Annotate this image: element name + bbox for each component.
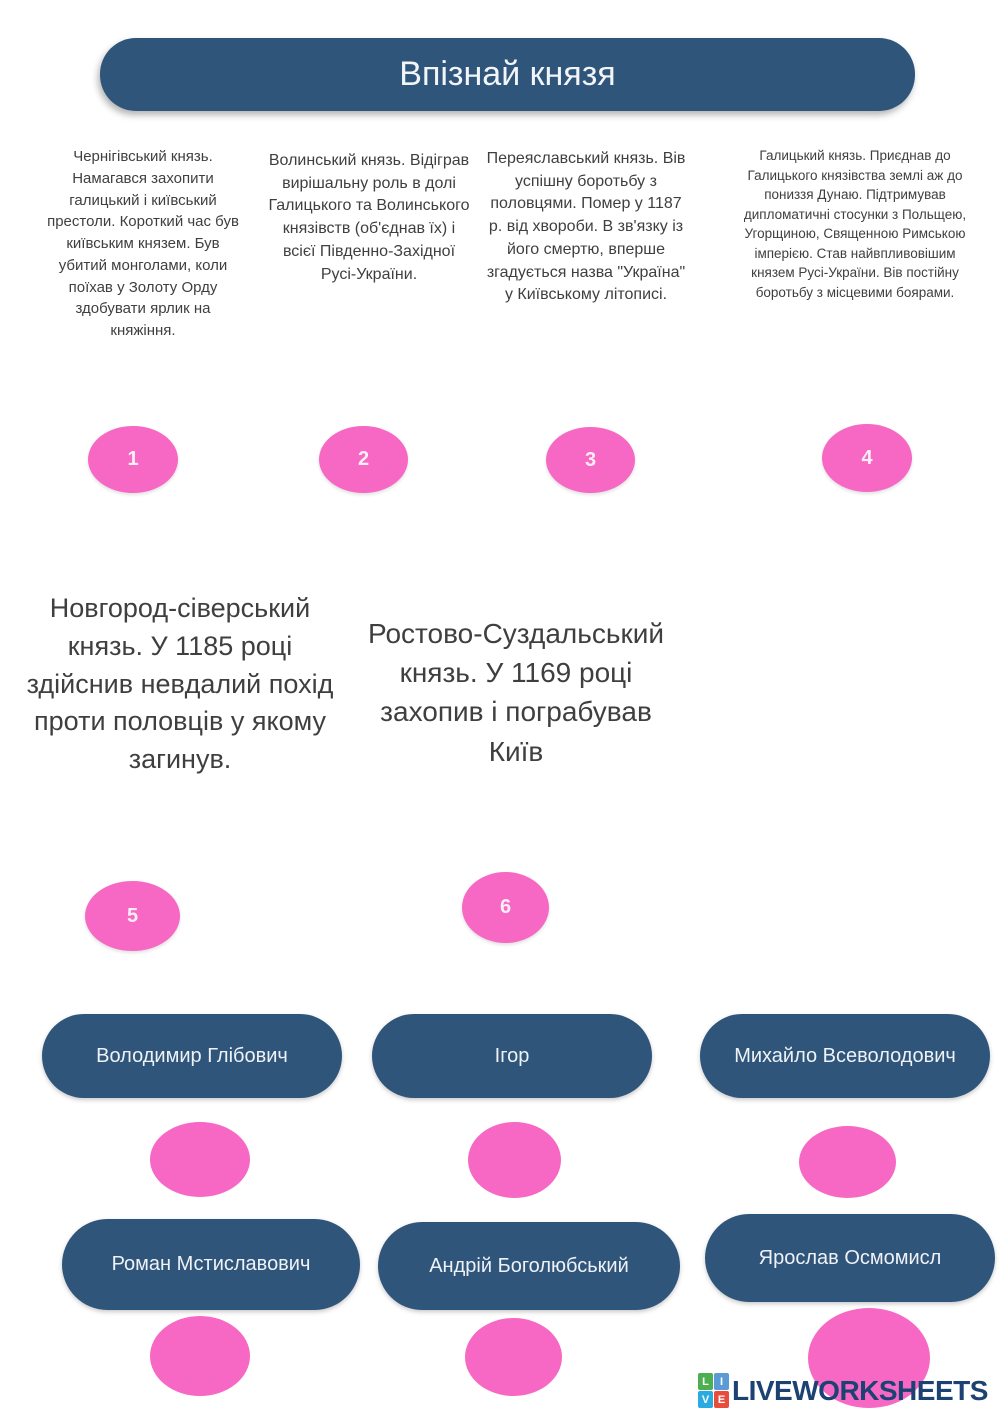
name-option-roman-mstyslavovych-label: Роман Мстиславович [111,1253,311,1275]
logo-letter-e: E [714,1391,729,1408]
liveworksheets-wordmark: LIVEWORKSHEETS [732,1374,988,1406]
number-token-5[interactable]: 5 [85,881,180,951]
name-option-andrii-boholiubskyi-label: Андрій Боголюбський [429,1254,629,1277]
prince-description-5: Новгород-сіверський князь. У 1185 році з… [26,593,334,775]
number-token-6-label: 6 [499,896,512,918]
prince-description-2: Волинський князь. Відіграв вирішальну ро… [268,152,470,283]
name-option-yaroslav-osmomysl-label: Ярослав Осмомисл [758,1246,942,1269]
number-token-2[interactable]: 2 [319,426,408,493]
answer-drop-zone-3[interactable] [799,1126,896,1198]
number-token-5-label: 5 [126,904,139,927]
name-option-mykhailo-vsevolodovych-label: Михайло Всеволодович [734,1044,956,1067]
number-token-1-label: 1 [127,448,139,470]
prince-description-4: Галицький князь. Приєднав до Галицького … [743,148,967,300]
answer-drop-zone-2[interactable] [468,1122,561,1198]
logo-letter-v: V [698,1391,713,1408]
number-token-6[interactable]: 6 [462,872,549,943]
number-token-4-label: 4 [861,446,873,469]
page-title: Впізнай князя [100,38,915,111]
page-title-text: Впізнай князя [399,55,616,93]
number-token-2-label: 2 [357,448,370,470]
liveworksheets-logo: L I V E LIVEWORKSHEETS [698,1373,988,1408]
answer-drop-zone-4[interactable] [150,1316,250,1396]
liveworksheets-grid-icon: L I V E [698,1373,729,1408]
number-token-1[interactable]: 1 [88,426,178,493]
name-option-roman-mstyslavovych: Роман Мстиславович [62,1219,360,1310]
number-token-3[interactable]: 3 [546,427,635,493]
name-option-ihor-label: Ігор [494,1044,530,1067]
name-option-andrii-boholiubskyi: Андрій Боголюбський [378,1222,680,1310]
number-token-3-label: 3 [584,448,597,471]
name-option-volodymyr-hlibovych: Володимир Глібович [42,1014,342,1098]
logo-letter-i: I [714,1373,729,1390]
name-option-ihor: Ігор [372,1014,652,1098]
name-option-volodymyr-hlibovych-label: Володимир Глібович [96,1044,288,1067]
prince-description-1: Чернігівський князь. Намагався захопити … [47,148,239,339]
answer-drop-zone-6[interactable] [808,1308,930,1408]
name-option-mykhailo-vsevolodovych: Михайло Всеволодович [700,1014,990,1098]
logo-letter-l: L [698,1373,713,1390]
name-option-yaroslav-osmomysl: Ярослав Осмомисл [705,1214,995,1302]
prince-description-3: Переяславський князь. Вів успішну бороть… [486,150,686,304]
number-token-4[interactable]: 4 [822,424,912,492]
answer-drop-zone-5[interactable] [465,1318,562,1396]
answer-drop-zone-1[interactable] [150,1122,250,1197]
prince-description-6: Ростово-Суздальський князь. У 1169 році … [368,618,664,767]
